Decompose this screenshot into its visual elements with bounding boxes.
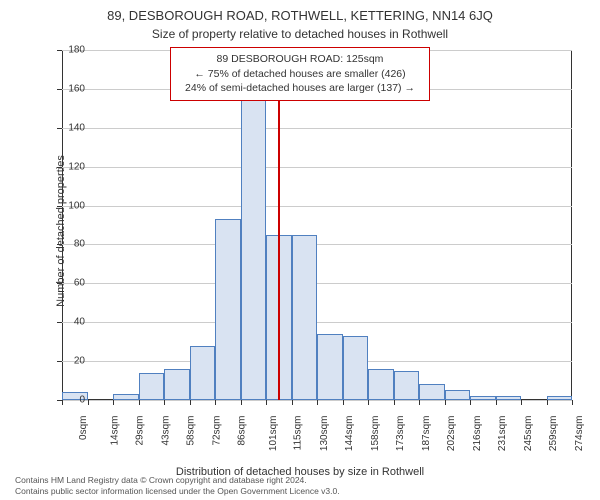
y-tick-mark [57,167,62,168]
histogram-bar [547,396,573,400]
x-tick-mark [496,400,497,405]
x-tick-label: 202sqm [446,416,457,452]
histogram-bar [470,396,496,400]
y-tick-mark [57,361,62,362]
x-tick-label: 216sqm [472,416,483,452]
page-title-main: 89, DESBOROUGH ROAD, ROTHWELL, KETTERING… [0,8,600,23]
x-tick-mark [445,400,446,405]
x-tick-label: 86sqm [237,416,248,446]
footer-line-2: Contains public sector information licen… [15,486,340,497]
histogram-bar [113,394,139,400]
x-tick-label: 130sqm [319,416,330,452]
x-tick-mark [113,400,114,405]
x-tick-label: 231sqm [497,416,508,452]
y-tick-mark [57,89,62,90]
histogram-bar [190,346,216,400]
y-tick-label: 160 [68,83,85,94]
y-tick-mark [57,283,62,284]
x-tick-label: 187sqm [421,416,432,452]
annotation-line-1: 89 DESBOROUGH ROAD: 125sqm [179,52,421,67]
grid-line-h [62,322,572,323]
y-tick-label: 140 [68,122,85,133]
x-tick-mark [343,400,344,405]
x-tick-mark [139,400,140,405]
histogram-bar [292,235,318,400]
x-tick-mark [190,400,191,405]
grid-line-h [62,206,572,207]
histogram-bar [164,369,190,400]
histogram-bar [139,373,165,400]
x-tick-mark [62,400,63,405]
grid-line-h [62,283,572,284]
grid-line-h [62,244,572,245]
x-tick-label: 72sqm [211,416,222,446]
y-tick-label: 40 [74,317,85,328]
grid-line-h [62,128,572,129]
x-tick-mark [164,400,165,405]
x-tick-mark [215,400,216,405]
x-tick-mark [521,400,522,405]
x-tick-mark [547,400,548,405]
y-tick-label: 20 [74,356,85,367]
x-tick-label: 158sqm [370,416,381,452]
x-tick-label: 173sqm [395,416,406,452]
x-tick-mark [368,400,369,405]
y-tick-mark [57,322,62,323]
histogram-bar [241,99,267,400]
y-tick-label: 60 [74,278,85,289]
y-tick-mark [57,128,62,129]
footer-line-1: Contains HM Land Registry data © Crown c… [15,475,340,486]
chart-container: 89, DESBOROUGH ROAD, ROTHWELL, KETTERING… [0,0,600,500]
histogram-bar [419,384,445,400]
annotation-line-3: 24% of semi-detached houses are larger (… [179,81,421,96]
annotation-box: 89 DESBOROUGH ROAD: 125sqm ← 75% of deta… [170,47,430,101]
x-tick-mark [266,400,267,405]
y-tick-label: 120 [68,161,85,172]
footer-note: Contains HM Land Registry data © Crown c… [15,475,340,497]
x-tick-mark [241,400,242,405]
histogram-bar [496,396,522,400]
x-tick-mark [419,400,420,405]
y-tick-mark [57,244,62,245]
x-tick-label: 274sqm [574,416,585,452]
x-tick-mark [317,400,318,405]
x-tick-mark [292,400,293,405]
y-tick-label: 100 [68,200,85,211]
x-tick-label: 259sqm [548,416,559,452]
y-tick-label: 80 [74,239,85,250]
grid-line-h [62,167,572,168]
plot-area [62,50,572,400]
x-tick-label: 14sqm [109,416,120,446]
x-tick-label: 29sqm [135,416,146,446]
x-tick-mark [88,400,89,405]
histogram-bar [368,369,394,400]
histogram-bar [445,390,471,400]
x-tick-label: 115sqm [292,416,303,451]
histogram-bar [343,336,369,400]
x-tick-mark [572,400,573,405]
x-tick-label: 0sqm [78,416,89,440]
x-tick-label: 144sqm [344,416,355,452]
marker-line [278,50,280,400]
x-tick-label: 101sqm [268,416,279,452]
x-tick-label: 245sqm [523,416,534,452]
y-tick-label: 180 [68,45,85,56]
x-tick-label: 58sqm [186,416,197,446]
x-tick-label: 43sqm [160,416,171,446]
page-title-sub: Size of property relative to detached ho… [0,27,600,41]
histogram-bar [215,219,241,400]
x-tick-mark [394,400,395,405]
y-tick-mark [57,50,62,51]
histogram-bar [394,371,420,400]
annotation-line-2: ← 75% of detached houses are smaller (42… [179,67,421,82]
y-tick-label: 0 [79,395,85,406]
y-tick-mark [57,206,62,207]
histogram-bar [317,334,343,400]
x-tick-mark [470,400,471,405]
